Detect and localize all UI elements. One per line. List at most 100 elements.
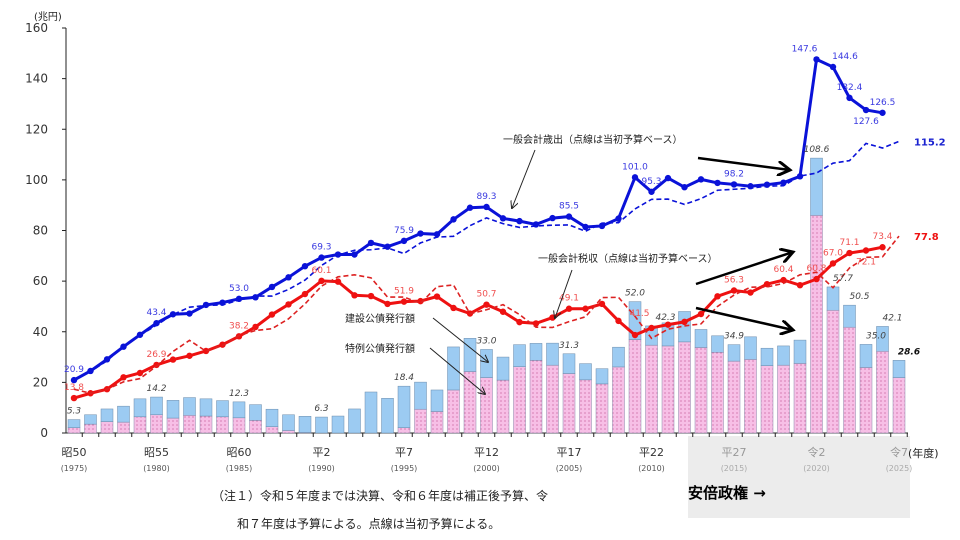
expenditure-point [549,214,556,222]
tax-point [450,304,457,312]
tax-value-label: 50.7 [476,290,496,300]
tax-point [516,318,523,326]
tax-point [268,311,276,318]
tax-point [351,292,358,299]
expenditure-point [301,262,309,270]
construction-bond-bar [447,346,460,391]
bond-total-label: 50.5 [849,292,869,302]
y-tick-label: 60 [33,274,48,288]
special-bond-bar [694,347,708,434]
special-bond-bar [595,383,609,434]
bond-total-label: 18.4 [394,373,414,383]
tax-budget-line [73,235,900,395]
x-tick-label: 平7 [395,446,413,459]
construction-bond-bar [777,345,790,366]
construction-bond-bar [414,381,427,410]
expenditure-point [879,109,886,116]
x-tick-year: (1985) [226,464,253,473]
expenditure-value-label: 98.2 [724,169,744,179]
tax-point [582,305,589,312]
bond-total-label: 12.3 [229,389,249,399]
bond-total-label: 52.0 [625,289,645,299]
x-tick-year: (2010) [638,464,665,473]
bond-total-label: 28.6 [898,347,920,357]
special-bond-bar [265,426,279,434]
expenditure-point [681,184,688,191]
expenditure-point [780,179,787,186]
bond-total-label: 108.6 [804,145,830,155]
tax-point [862,247,870,254]
note-line-1: （注１）令和５年度までは決算、令和６年度は補正後予算、令 [212,488,548,503]
tax-point [252,323,259,331]
expenditure-point [813,56,820,63]
construction-bond-bar [562,353,576,374]
expenditure-point [730,181,738,188]
tax-value-label: 60.8 [806,264,826,274]
expenditure-point [697,176,705,183]
special-bond-bar [843,326,856,434]
construction-bond-bar [199,398,213,417]
construction-bond-bar [67,419,81,428]
special-bond-bar [84,423,97,434]
expenditure-point [268,283,276,291]
expenditure-point [417,230,424,237]
x-tick-year: (2005) [556,464,583,473]
expenditure-point [450,216,457,223]
tax-point [400,298,408,305]
construction-bond-bar [892,360,906,378]
construction-bond-bar [463,338,477,372]
bond-total-label: 14.2 [146,384,166,394]
special-bond-bar [117,421,130,434]
tax-point [796,281,804,289]
expenditure-point [483,203,490,211]
tax-value-label: 60.1 [311,266,331,276]
special-bond-bar [249,420,262,434]
expenditure-point [846,94,853,102]
construction-bond-bar [711,335,724,353]
abe-tax-arrow [695,252,793,286]
special-bond-bar [232,417,246,434]
expenditure-value-label: 132.4 [837,83,863,93]
tax-point [301,290,309,298]
x-tick-label: 昭60 [227,446,252,459]
x-tick-year: (1990) [308,464,335,473]
special-bond-bar [892,377,906,434]
construction-bond-bar [100,408,114,422]
construction-bond-bar [331,415,345,434]
construction-bond-bar [133,398,147,418]
bond-total-label: 57.7 [833,274,853,284]
special-bond-bar [100,421,114,434]
construction-bond-bar [496,356,510,381]
expenditure-value-label: 126.5 [870,98,896,108]
construction-bond-annotation: 建設公債発行額 [345,312,415,325]
special-bond-bar [414,408,427,434]
y-tick-label: 140 [25,72,48,86]
expenditure-budget-line [73,140,900,380]
construction-bond-bar [249,404,262,421]
tax-value-label: 49.1 [559,294,579,304]
tax-point [648,324,655,332]
x-tick-label: 平22 [639,446,664,459]
construction-bond-bar [216,400,229,418]
tax-point [384,300,391,308]
construction-bond-bar [744,336,757,360]
special-bond-bar [150,414,163,434]
construction-bond-bar [727,344,741,362]
construction-bond-bar [430,389,444,412]
tax-point [664,321,672,328]
tax-point [615,317,622,325]
tax-point [565,305,573,312]
special-bond-bar [430,411,444,434]
bond-total-label: 42.3 [655,313,675,323]
construction-bond-bar [579,363,592,381]
construction-bond-bar [84,414,97,425]
x-tick-year: (2000) [473,464,500,473]
expenditure-point [318,254,325,261]
construction-bond-bar [150,396,163,416]
tax-annotation: 一般会計税収（点線は当初予算ベース） [538,252,718,265]
x-tick-label: 平2 [313,446,331,459]
expenditure-point [516,217,523,225]
x-tick-year: (2020) [803,464,830,473]
x-tick-year: (2015) [721,464,748,473]
tax-point [829,260,837,267]
